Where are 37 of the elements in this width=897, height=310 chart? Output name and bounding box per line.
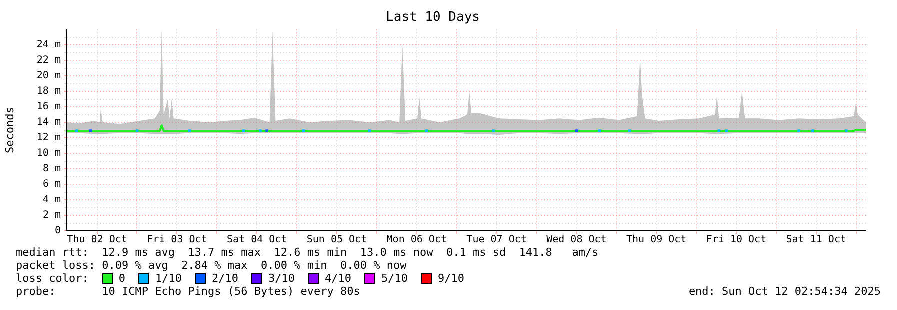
- legend-label: 4/10: [324, 272, 352, 285]
- x-tick-label: Sat 11 Oct: [786, 234, 847, 246]
- x-tick-label: Tue 07 Oct: [466, 234, 527, 246]
- y-tick-label: 16 m: [36, 102, 61, 113]
- legend-title: loss color:: [16, 272, 89, 285]
- y-tick-label: 0: [54, 226, 61, 237]
- x-tick-label: Fri 10 Oct: [706, 234, 767, 246]
- y-tick-label: 14 m: [36, 117, 61, 128]
- chart-title: Last 10 Days: [386, 10, 480, 26]
- legend-label: 5/10: [381, 272, 408, 285]
- y-tick-label: 6 m: [42, 179, 61, 190]
- y-tick-label: 20 m: [36, 70, 61, 82]
- text: median rtt: 12.9 ms avg 13.7 ms max 12.6 ms min 13.0 ms now 0.1 ms sd 141.8 am/s: [16, 246, 599, 259]
- text: packet loss: 0.09 % avg 2.84 % max 0.00 % min 0.00 % now: [16, 259, 407, 272]
- text: probe: 10 ICMP Echo Pings (56 Bytes) every 80s: [16, 285, 360, 298]
- y-tick-label: 22 m: [36, 55, 61, 66]
- x-tick-label: Thu 02 Oct: [67, 234, 128, 246]
- x-tick-label: Wed 08 Oct: [546, 234, 607, 246]
- x-tick-label: Sat 04 Oct: [226, 234, 288, 246]
- x-tick-label: Sun 05 Oct: [306, 234, 368, 246]
- y-tick-label: 8 m: [42, 164, 61, 175]
- x-tick-label: Mon 06 Oct: [386, 234, 448, 246]
- y-tick-label: 12 m: [36, 132, 61, 144]
- y-tick-label: 2 m: [42, 210, 61, 222]
- legend-label: 0: [118, 272, 126, 285]
- y-tick-label: 24 m: [36, 40, 61, 51]
- text: end: Sun Oct 12 02:54:34 2025: [688, 285, 881, 298]
- y-tick-label: 18 m: [36, 86, 61, 98]
- legend-label: 9/10: [438, 272, 464, 285]
- legend-label: 3/10: [268, 272, 295, 285]
- y-tick-label: 10 m: [36, 148, 61, 160]
- y-tick-label: 4 m: [42, 194, 61, 206]
- x-tick-label: Thu 09 Oct: [626, 234, 687, 246]
- legend-label: 2/10: [212, 272, 238, 285]
- x-tick-label: Fri 03 Oct: [147, 234, 208, 246]
- legend-label: 1/10: [155, 272, 182, 285]
- y-axis-title: Seconds: [3, 107, 16, 154]
